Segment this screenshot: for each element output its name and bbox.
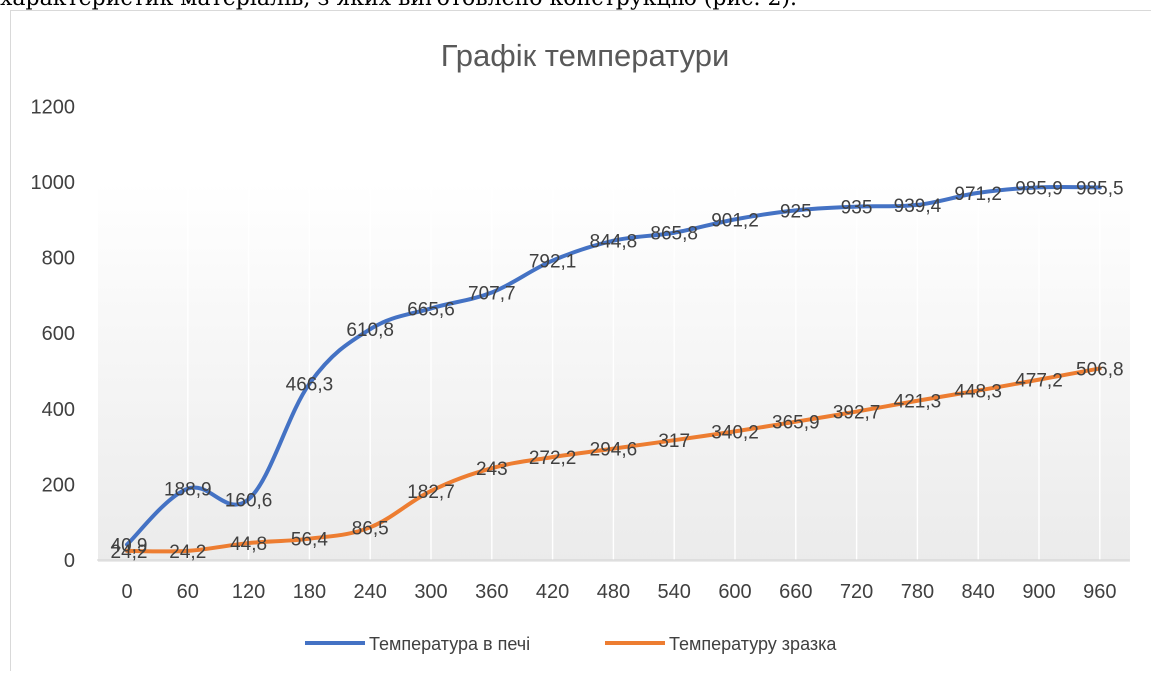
x-tick-label: 720 [840,581,873,603]
x-tick-label: 780 [901,581,934,603]
data-label: 506,8 [1076,359,1124,380]
data-label: 792,1 [529,252,577,273]
data-label: 707,7 [468,283,516,304]
data-label: 665,6 [407,299,455,320]
data-label: 925 [780,201,812,222]
x-tick-label: 60 [177,581,199,603]
data-label: 188,9 [164,480,212,501]
data-label: 971,2 [954,184,1002,205]
y-tick-label: 400 [42,399,75,421]
data-label: 466,3 [286,375,334,396]
data-label: 477,2 [1015,371,1063,392]
y-tick-label: 0 [64,550,75,572]
y-tick-label: 800 [42,248,75,270]
x-tick-label: 480 [597,581,630,603]
data-label: 317 [658,431,690,452]
x-tick-label: 0 [121,581,132,603]
data-label: 392,7 [833,403,881,424]
x-tick-label: 840 [962,581,995,603]
x-tick-label: 240 [354,581,387,603]
data-label: 985,9 [1015,178,1063,199]
x-tick-label: 120 [232,581,265,603]
data-label: 44,8 [230,534,267,555]
data-label: 985,5 [1076,178,1124,199]
data-label: 160,6 [225,490,273,511]
data-label: 40,9 [111,536,148,557]
x-tick-label: 420 [536,581,569,603]
data-label: 340,2 [711,422,759,443]
data-label: 86,5 [352,518,389,539]
data-label: 901,2 [711,210,759,231]
grid [97,142,1130,561]
x-tick-label: 600 [718,581,751,603]
legend: Температура в печі Температуру зразка [305,634,837,654]
y-tick-label: 200 [42,474,75,496]
data-label: 939,4 [894,196,942,217]
series-line-2 [125,366,1102,554]
y-tick-label: 1200 [31,96,76,118]
x-tick-label: 360 [475,581,508,603]
data-label: 24,2 [169,542,206,563]
document-text: характеристик матеріалів, з яких виготов… [0,0,797,11]
x-tick-label: 300 [414,581,447,603]
x-tick-label: 180 [293,581,326,603]
data-label: 294,6 [590,440,638,461]
x-tick-label: 660 [779,581,812,603]
data-label: 56,4 [291,530,328,551]
y-axis: 0 200 400 600 800 1000 1200 [31,96,76,572]
chart-title: Графік температури [441,38,730,73]
data-label: 421,3 [894,392,942,413]
data-label: 24,2 [111,542,148,563]
data-label: 865,8 [650,224,698,245]
data-labels: 40,9 188,9 160,6 466,3 610,8 665,6 707,7 792,1 8… [111,178,1124,563]
x-tick-label: 540 [658,581,691,603]
x-tick-label: 900 [1022,581,1055,603]
data-label: 182,7 [407,482,455,503]
chart-frame [10,10,1151,671]
data-label: 935 [841,198,873,219]
legend-label: Температура в печі [369,634,530,654]
series-line-1 [125,184,1102,547]
series-lines [125,184,1102,554]
x-axis: 0 60 120 180 240 300 360 420 480 540 600 660 720 780 8… [121,581,1116,603]
y-tick-label: 600 [42,323,75,345]
data-label: 365,9 [772,413,820,434]
data-label: 272,2 [529,448,577,469]
legend-label: Температуру зразка [669,634,837,654]
data-label: 243 [476,459,508,480]
y-tick-label: 1000 [31,172,76,194]
x-tick-label: 960 [1083,581,1116,603]
data-label: 448,3 [954,382,1002,403]
data-label: 610,8 [346,320,394,341]
data-label: 844,8 [590,232,638,253]
